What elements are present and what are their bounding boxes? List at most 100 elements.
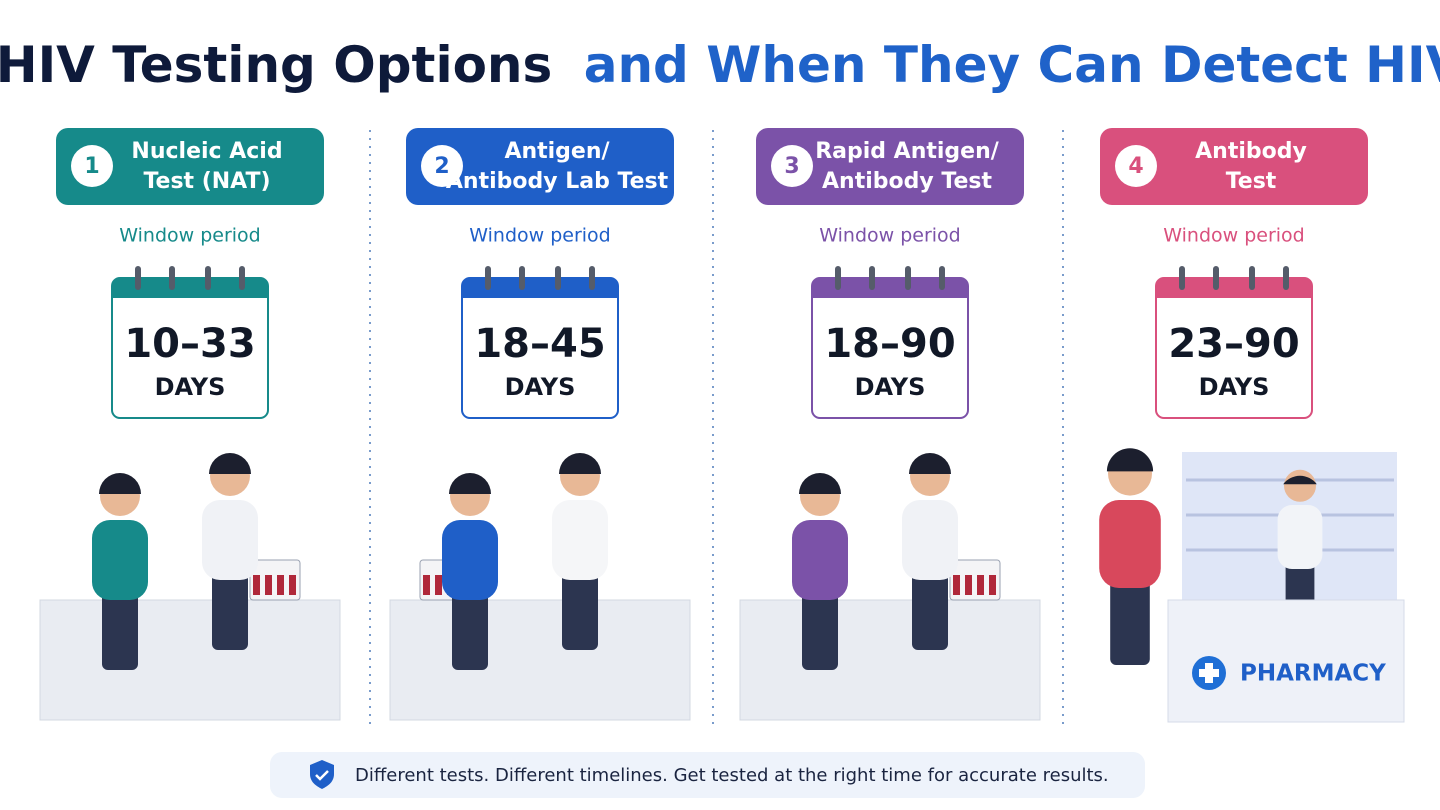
test-header: [756, 128, 1024, 205]
person-body: [1099, 500, 1161, 588]
calendar-ring: [939, 266, 945, 290]
number-badge: [71, 145, 113, 187]
person-legs: [562, 560, 598, 650]
person-hair: [1106, 448, 1154, 472]
person-body: [202, 500, 258, 580]
table: [739, 599, 1041, 721]
calendar-ring: [1249, 266, 1255, 290]
person-legs: [1110, 566, 1150, 665]
test-name: Antibody: [1195, 139, 1307, 164]
test-name: Rapid Antigen/: [815, 139, 1000, 164]
person-hair: [559, 453, 601, 474]
calendar-ring: [485, 266, 491, 290]
number: 1: [84, 154, 99, 179]
calendar-ring: [519, 266, 525, 290]
window-label: Window period: [819, 225, 960, 247]
person-head: [1284, 469, 1316, 502]
window-label: Window period: [469, 225, 610, 247]
tube-rack: [949, 559, 1001, 601]
calendar-ring: [835, 266, 841, 290]
number-badge: [421, 145, 463, 187]
test-name: Antigen/: [504, 139, 610, 164]
person-hair: [99, 473, 141, 494]
columns: 1 Nucleic Acid Test (NAT) Window period 10–3…: [39, 128, 1405, 723]
calendar-band: [1156, 278, 1312, 298]
check-icon: [315, 770, 329, 781]
tube: [265, 575, 272, 595]
number-badge: [1115, 145, 1157, 187]
title-part: and When They Can Detect HIV: [584, 36, 1440, 94]
test-header: [1100, 128, 1368, 205]
table: [389, 599, 691, 721]
title-part: HIV Testing Options: [0, 36, 552, 94]
calendar-ring: [1283, 266, 1289, 290]
person-body: [1277, 505, 1323, 569]
test-name: Test: [1226, 169, 1277, 194]
window-unit: DAYS: [505, 373, 576, 401]
calendar-ring: [135, 266, 141, 290]
person-body: [792, 520, 848, 600]
calendar-ring: [169, 266, 175, 290]
window-range: 18–45: [474, 321, 605, 367]
person-body: [442, 520, 498, 600]
calendar-ring: [905, 266, 911, 290]
person-body: [92, 520, 148, 600]
tube: [289, 575, 296, 595]
tube: [435, 575, 442, 595]
calendar-ring: [1179, 266, 1185, 290]
calendar-ring: [869, 266, 875, 290]
number: 4: [1128, 154, 1143, 179]
test-header: [56, 128, 324, 205]
window-range: 23–90: [1168, 321, 1299, 367]
person-legs: [912, 560, 948, 650]
person-legs: [102, 580, 138, 670]
person-hair: [449, 473, 491, 494]
pharmacy-sign: PHARMACY: [1240, 661, 1386, 687]
test-name: Antibody Test: [822, 169, 992, 194]
footer-box: [270, 752, 1145, 798]
number: 2: [434, 154, 449, 179]
person-legs: [802, 580, 838, 670]
calendar-ring: [205, 266, 211, 290]
tube: [977, 575, 984, 595]
person-hair: [909, 453, 951, 474]
number-badge: [771, 145, 813, 187]
test-name: Test (NAT): [143, 169, 270, 194]
person-body: [552, 500, 608, 580]
test-header: [406, 128, 674, 205]
person-body: [902, 500, 958, 580]
person-hair: [1283, 475, 1317, 485]
window-range: 10–33: [124, 321, 255, 367]
tube: [965, 575, 972, 595]
shield-icon: [310, 760, 334, 789]
calendar-ring: [1213, 266, 1219, 290]
footer-text: Different tests. Different timelines. Ge…: [355, 765, 1109, 786]
tube: [989, 575, 996, 595]
test-name: Antibody Lab Test: [446, 169, 669, 194]
title: HIV Testing Options and When They Can De…: [0, 36, 1440, 94]
window-unit: DAYS: [855, 373, 926, 401]
calendar-band: [462, 278, 618, 298]
window-unit: DAYS: [1199, 373, 1270, 401]
test-name: Nucleic Acid: [131, 139, 282, 164]
tube: [953, 575, 960, 595]
person-legs: [452, 580, 488, 670]
window-unit: DAYS: [155, 373, 226, 401]
calendar-band: [812, 278, 968, 298]
number: 3: [784, 154, 799, 179]
person-legs: [212, 560, 248, 650]
tube: [423, 575, 430, 595]
calendar-ring: [589, 266, 595, 290]
person-hair: [209, 453, 251, 474]
person-hair: [799, 473, 841, 494]
window-label: Window period: [119, 225, 260, 247]
window-label: Window period: [1163, 225, 1304, 247]
window-range: 18–90: [824, 321, 955, 367]
tube-rack: [249, 559, 301, 601]
calendar-ring: [239, 266, 245, 290]
tube: [277, 575, 284, 595]
calendar-band: [112, 278, 268, 298]
calendar-ring: [555, 266, 561, 290]
